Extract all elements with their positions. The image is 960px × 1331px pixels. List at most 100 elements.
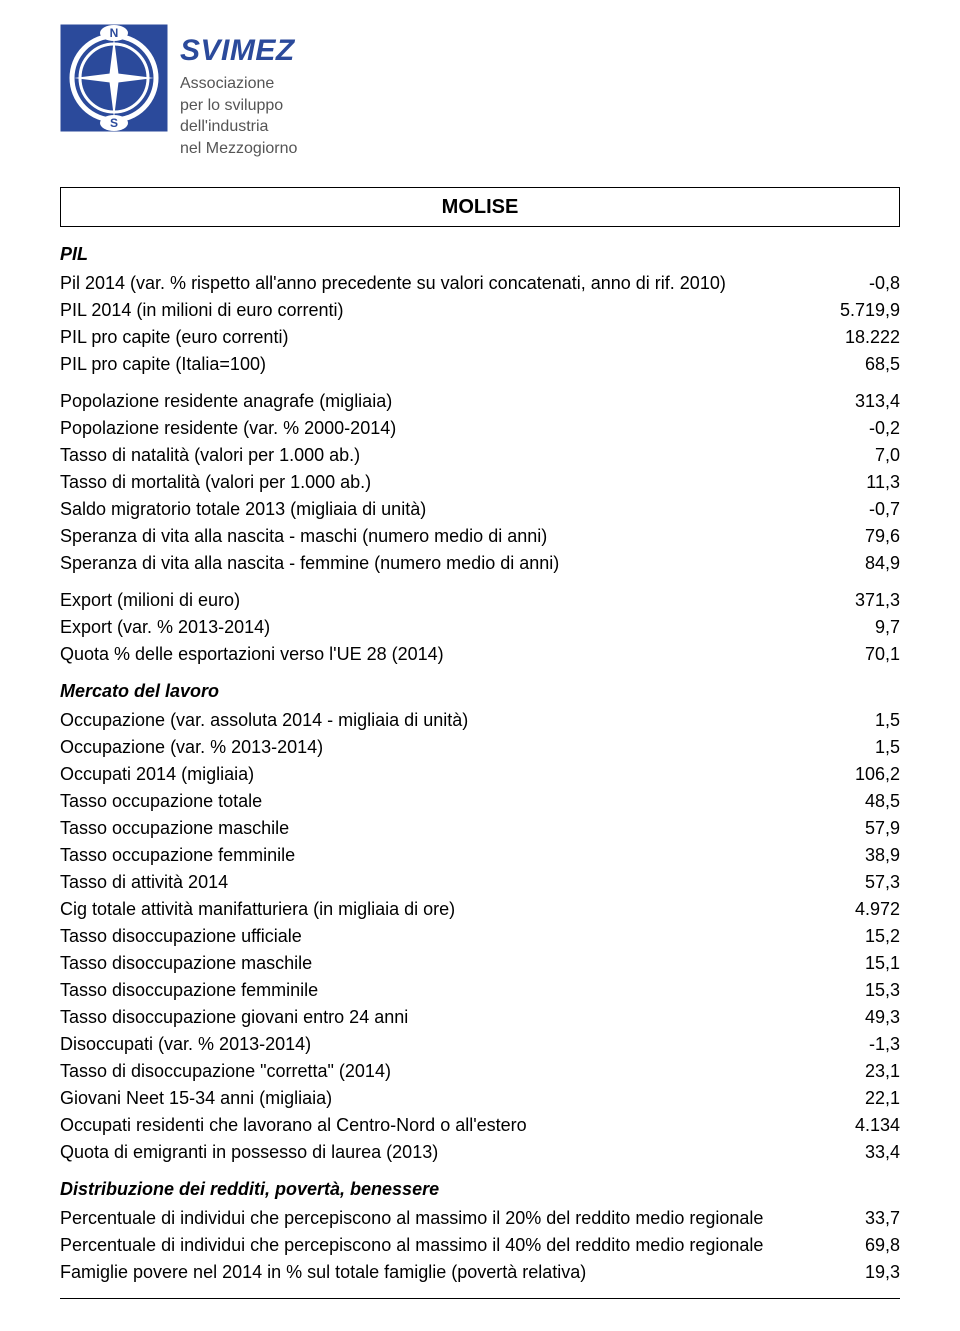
- data-row: Giovani Neet 15-34 anni (migliaia)22,1: [60, 1085, 900, 1112]
- row-value: 4.134: [820, 1112, 900, 1139]
- data-row: PIL pro capite (Italia=100)68,5: [60, 351, 900, 378]
- data-row: Popolazione residente (var. % 2000-2014)…: [60, 415, 900, 442]
- data-row: Famiglie povere nel 2014 in % sul totale…: [60, 1259, 900, 1286]
- row-label: Cig totale attività manifatturiera (in m…: [60, 896, 820, 923]
- row-label: Tasso disoccupazione ufficiale: [60, 923, 820, 950]
- row-label: Giovani Neet 15-34 anni (migliaia): [60, 1085, 820, 1112]
- data-row: Tasso occupazione totale48,5: [60, 788, 900, 815]
- data-row: Tasso disoccupazione maschile15,1: [60, 950, 900, 977]
- row-label: Percentuale di individui che percepiscon…: [60, 1205, 820, 1232]
- logo-subtitle-3: dell'industria: [180, 116, 297, 138]
- row-label: Pil 2014 (var. % rispetto all'anno prece…: [60, 270, 820, 297]
- data-row: Tasso disoccupazione femminile15,3: [60, 977, 900, 1004]
- row-label: Tasso di natalità (valori per 1.000 ab.): [60, 442, 820, 469]
- section-heading: Mercato del lavoro: [60, 678, 900, 705]
- row-value: 313,4: [820, 388, 900, 415]
- bottom-rule: [60, 1298, 900, 1299]
- row-label: Export (var. % 2013-2014): [60, 614, 820, 641]
- row-value: 15,3: [820, 977, 900, 1004]
- data-row: Cig totale attività manifatturiera (in m…: [60, 896, 900, 923]
- row-label: Tasso di attività 2014: [60, 869, 820, 896]
- row-value: -0,7: [820, 496, 900, 523]
- row-value: 38,9: [820, 842, 900, 869]
- data-row: PIL 2014 (in milioni di euro correnti)5.…: [60, 297, 900, 324]
- row-value: 15,1: [820, 950, 900, 977]
- logo-text-block: SVIMEZ Associazione per lo sviluppo dell…: [180, 24, 297, 159]
- logo-block: N S SVIMEZ Associazione per lo sviluppo …: [60, 24, 900, 159]
- compass-icon: N S: [60, 24, 168, 132]
- row-value: 23,1: [820, 1058, 900, 1085]
- logo-title: SVIMEZ: [180, 28, 297, 73]
- data-row: Tasso di natalità (valori per 1.000 ab.)…: [60, 442, 900, 469]
- data-row: Popolazione residente anagrafe (migliaia…: [60, 388, 900, 415]
- row-value: 15,2: [820, 923, 900, 950]
- data-row: Tasso occupazione femminile38,9: [60, 842, 900, 869]
- row-label: Speranza di vita alla nascita - femmine …: [60, 550, 820, 577]
- data-row: Occupazione (var. assoluta 2014 - miglia…: [60, 707, 900, 734]
- row-value: 371,3: [820, 587, 900, 614]
- data-row: Export (var. % 2013-2014)9,7: [60, 614, 900, 641]
- row-value: 11,3: [820, 469, 900, 496]
- row-label: Popolazione residente anagrafe (migliaia…: [60, 388, 820, 415]
- row-value: -0,2: [820, 415, 900, 442]
- row-value: 19,3: [820, 1259, 900, 1286]
- row-value: 79,6: [820, 523, 900, 550]
- compass-s-label: S: [110, 116, 118, 130]
- row-label: PIL pro capite (euro correnti): [60, 324, 820, 351]
- row-label: Famiglie povere nel 2014 in % sul totale…: [60, 1259, 820, 1286]
- data-row: Percentuale di individui che percepiscon…: [60, 1232, 900, 1259]
- row-label: Occupati 2014 (migliaia): [60, 761, 820, 788]
- data-sections: PILPil 2014 (var. % rispetto all'anno pr…: [60, 241, 900, 1286]
- data-row: Quota di emigranti in possesso di laurea…: [60, 1139, 900, 1166]
- row-value: 33,7: [820, 1205, 900, 1232]
- row-label: Tasso occupazione maschile: [60, 815, 820, 842]
- row-value: 49,3: [820, 1004, 900, 1031]
- row-label: Export (milioni di euro): [60, 587, 820, 614]
- data-row: Tasso disoccupazione giovani entro 24 an…: [60, 1004, 900, 1031]
- data-row: Tasso disoccupazione ufficiale15,2: [60, 923, 900, 950]
- data-row: Tasso di disoccupazione "corretta" (2014…: [60, 1058, 900, 1085]
- region-title: MOLISE: [60, 187, 900, 227]
- data-row: Disoccupati (var. % 2013-2014)-1,3: [60, 1031, 900, 1058]
- row-value: 48,5: [820, 788, 900, 815]
- section-heading: Distribuzione dei redditi, povertà, bene…: [60, 1176, 900, 1203]
- data-row: Tasso occupazione maschile57,9: [60, 815, 900, 842]
- row-value: 1,5: [820, 734, 900, 761]
- data-row: Export (milioni di euro)371,3: [60, 587, 900, 614]
- row-value: -0,8: [820, 270, 900, 297]
- row-label: Saldo migratorio totale 2013 (migliaia d…: [60, 496, 820, 523]
- row-value: 33,4: [820, 1139, 900, 1166]
- compass-n-label: N: [110, 26, 119, 40]
- row-label: Occupazione (var. % 2013-2014): [60, 734, 820, 761]
- row-value: 106,2: [820, 761, 900, 788]
- row-value: 5.719,9: [820, 297, 900, 324]
- data-row: Pil 2014 (var. % rispetto all'anno prece…: [60, 270, 900, 297]
- data-row: Saldo migratorio totale 2013 (migliaia d…: [60, 496, 900, 523]
- data-row: Speranza di vita alla nascita - maschi (…: [60, 523, 900, 550]
- row-value: 69,8: [820, 1232, 900, 1259]
- logo-subtitle-4: nel Mezzogiorno: [180, 138, 297, 160]
- row-value: 57,3: [820, 869, 900, 896]
- data-row: Occupazione (var. % 2013-2014)1,5: [60, 734, 900, 761]
- data-row: Occupati residenti che lavorano al Centr…: [60, 1112, 900, 1139]
- data-row: Tasso di mortalità (valori per 1.000 ab.…: [60, 469, 900, 496]
- row-value: 57,9: [820, 815, 900, 842]
- data-row: Speranza di vita alla nascita - femmine …: [60, 550, 900, 577]
- row-label: Tasso occupazione femminile: [60, 842, 820, 869]
- row-label: Quota % delle esportazioni verso l'UE 28…: [60, 641, 820, 668]
- row-label: Speranza di vita alla nascita - maschi (…: [60, 523, 820, 550]
- row-label: Percentuale di individui che percepiscon…: [60, 1232, 820, 1259]
- row-label: Tasso di disoccupazione "corretta" (2014…: [60, 1058, 820, 1085]
- row-value: 1,5: [820, 707, 900, 734]
- row-label: Tasso occupazione totale: [60, 788, 820, 815]
- logo-subtitle-2: per lo sviluppo: [180, 95, 297, 117]
- row-label: Occupati residenti che lavorano al Centr…: [60, 1112, 820, 1139]
- data-row: Tasso di attività 201457,3: [60, 869, 900, 896]
- row-label: Tasso di mortalità (valori per 1.000 ab.…: [60, 469, 820, 496]
- row-label: Tasso disoccupazione femminile: [60, 977, 820, 1004]
- row-value: 84,9: [820, 550, 900, 577]
- row-label: Quota di emigranti in possesso di laurea…: [60, 1139, 820, 1166]
- row-label: PIL pro capite (Italia=100): [60, 351, 820, 378]
- data-row: Percentuale di individui che percepiscon…: [60, 1205, 900, 1232]
- row-value: 70,1: [820, 641, 900, 668]
